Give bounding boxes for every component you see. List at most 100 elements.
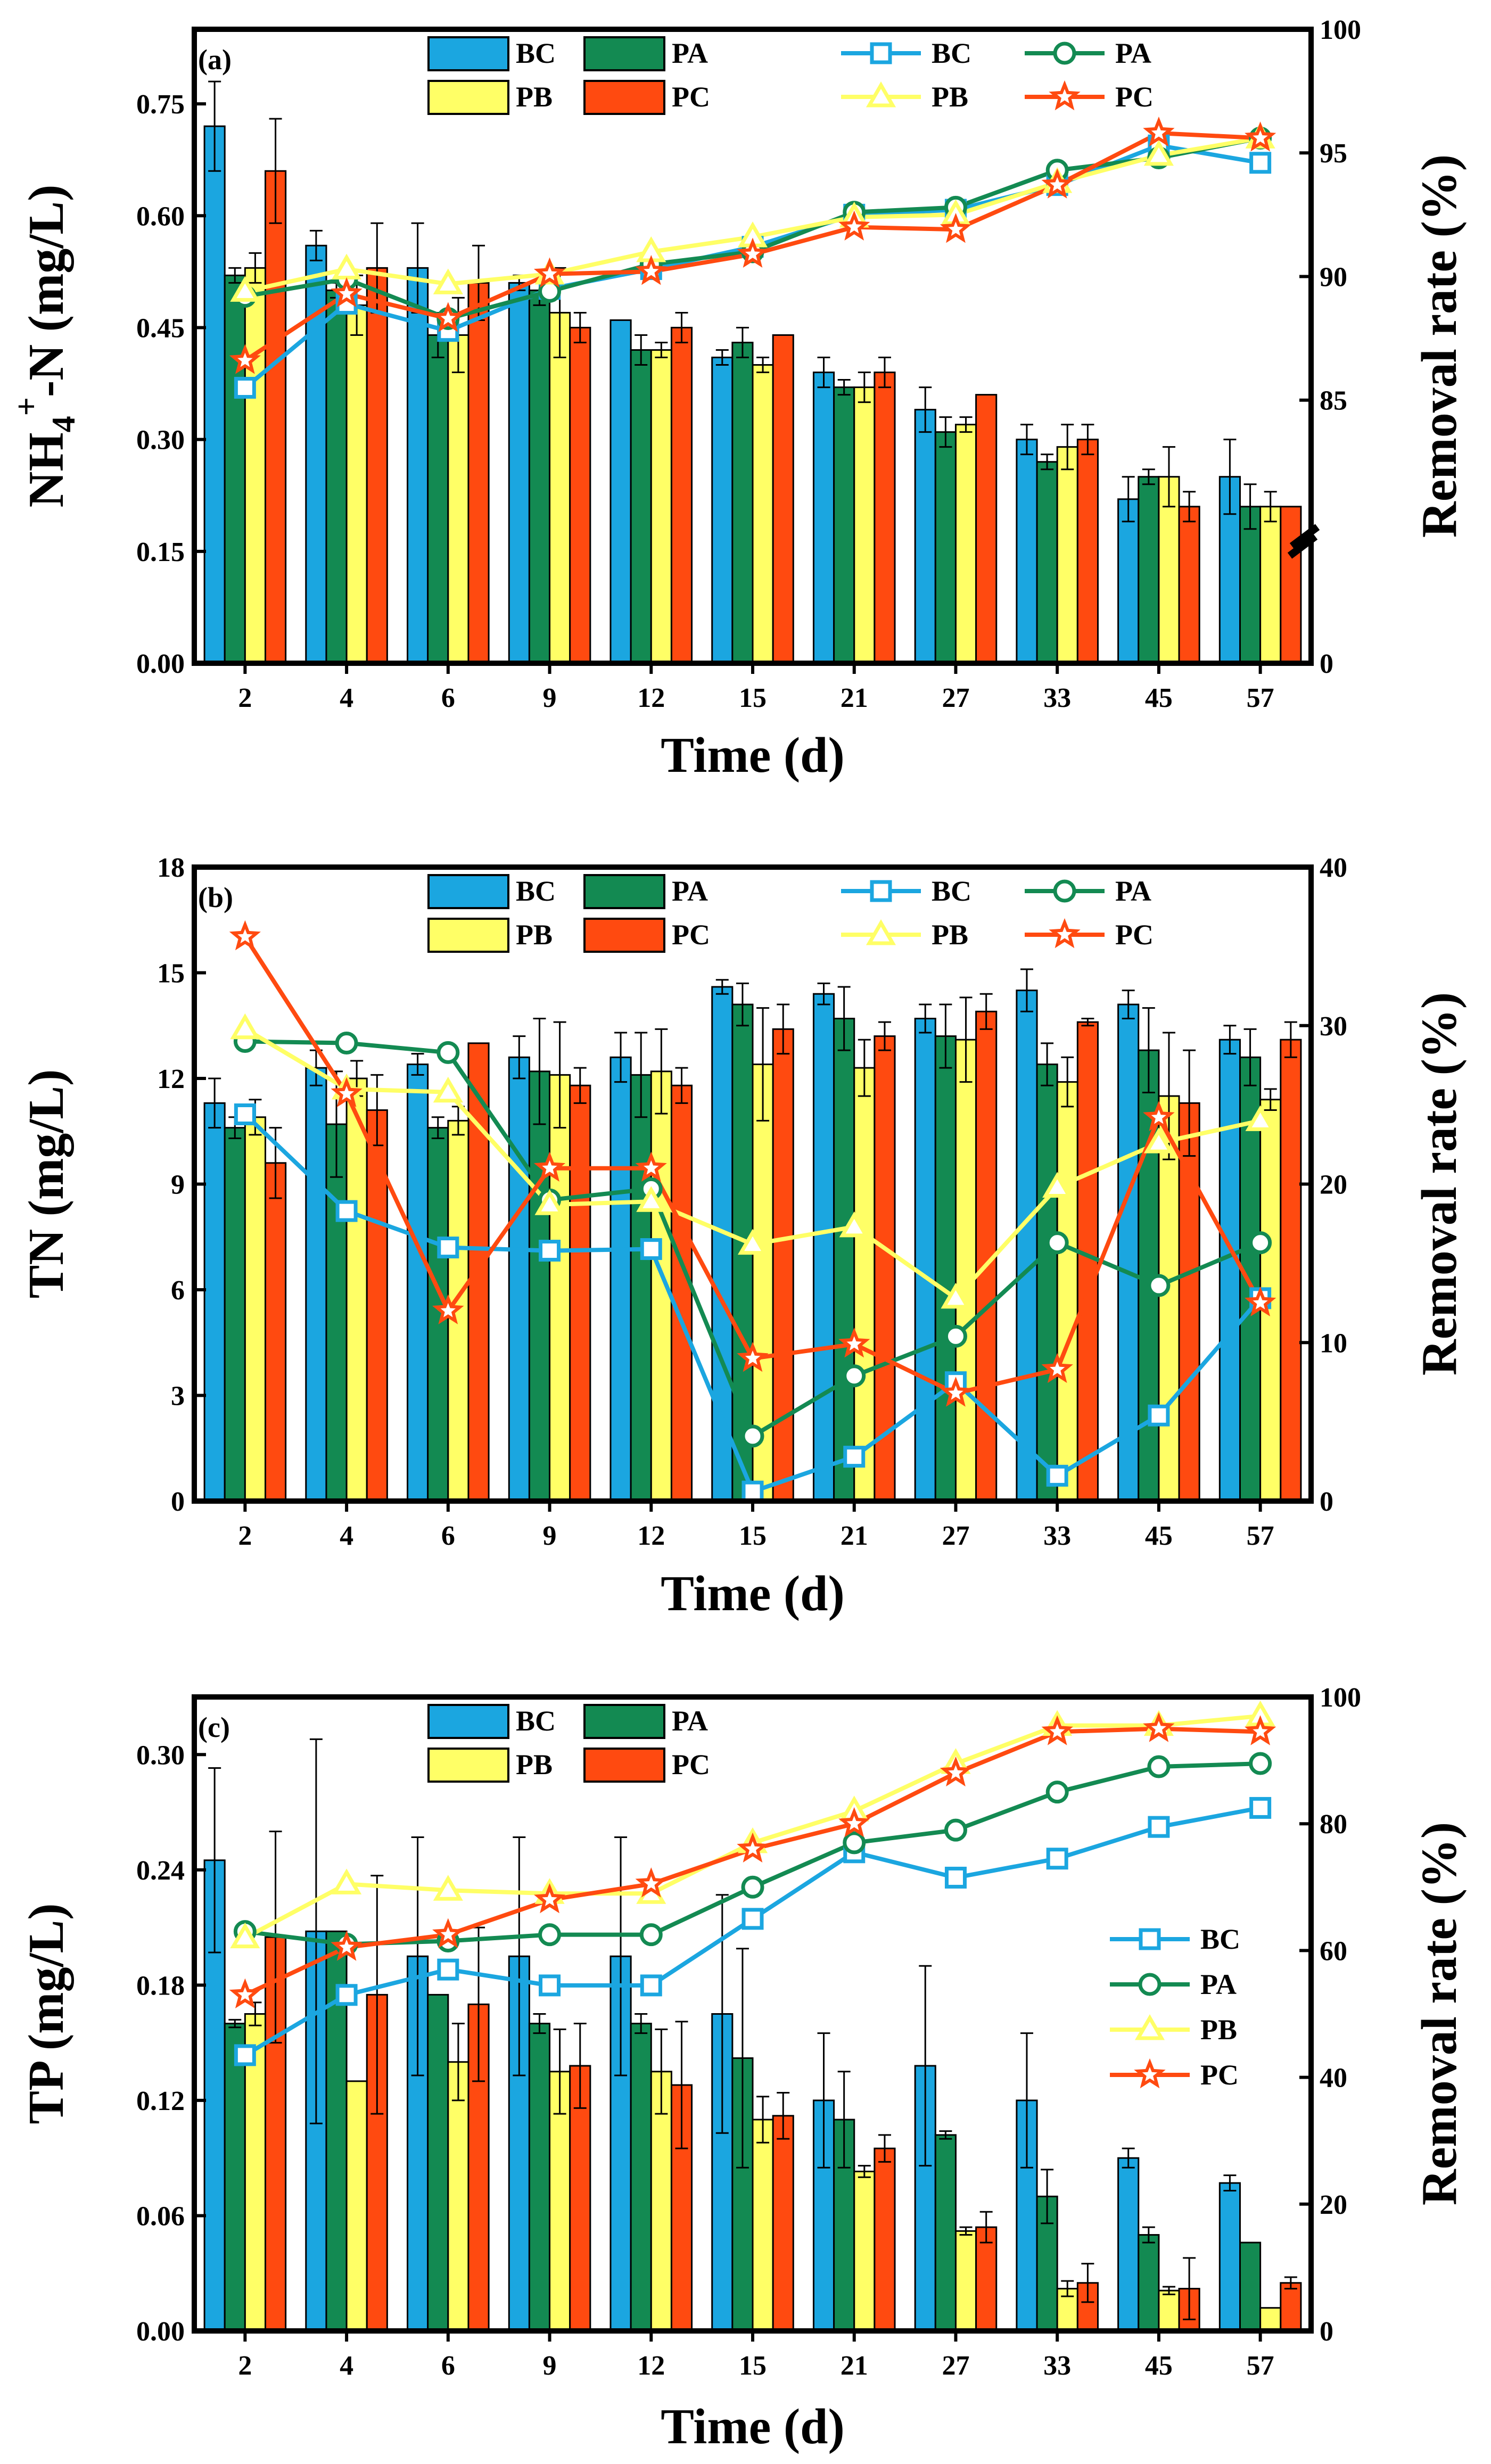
error-bar-PB-33 — [1061, 1056, 1074, 1108]
line-PC — [244, 1726, 1261, 1997]
marker-PC-9 — [533, 257, 566, 288]
x-tick-label: 6 — [441, 2351, 455, 2381]
x-tick-label: 27 — [942, 683, 969, 713]
x-tick-label: 2 — [238, 683, 252, 713]
error-bar-BC-21 — [817, 2032, 830, 2169]
bar-PB-21 — [853, 1067, 876, 1502]
x-tick-label: 21 — [841, 1521, 868, 1551]
marker-PB-27 — [941, 1282, 971, 1309]
bar-PB-12 — [650, 2071, 672, 2332]
marker-PC-12 — [635, 1151, 667, 1182]
bar-PB-9 — [549, 1074, 571, 1502]
marker-BC-6 — [437, 1958, 459, 1981]
marker-BC-2 — [234, 377, 256, 399]
marker-PA-6 — [436, 1041, 460, 1064]
bar-PA-2 — [224, 1127, 246, 1502]
error-bar-PC-12 — [675, 2021, 688, 2149]
error-bar-PB-21 — [858, 372, 871, 403]
marker-BC-21 — [843, 1446, 866, 1468]
bar-PC-21 — [874, 372, 896, 664]
x-tick-label: 12 — [637, 2351, 665, 2381]
error-bar-PA-9 — [533, 1018, 546, 1125]
x-tick-label: 57 — [1247, 2351, 1274, 2381]
bar-PA-2 — [224, 2023, 246, 2332]
legend-bar-label-PB: PB — [516, 1749, 553, 1781]
y-tick-label: 12 — [157, 1064, 185, 1094]
legend-line-label-PC: PC — [1200, 2059, 1239, 2091]
marker-BC-4 — [335, 1200, 358, 1222]
x-tick-label: 57 — [1247, 683, 1274, 713]
x-tick-label: 15 — [739, 2351, 767, 2381]
bar-BC-33 — [1016, 439, 1038, 664]
x-tick-label: 21 — [841, 683, 868, 713]
marker-PC-9 — [533, 1151, 566, 1182]
error-bar-BC-45 — [1122, 476, 1135, 523]
error-bar-PA-2 — [228, 267, 242, 284]
legend-bar-label-BC: BC — [516, 1705, 556, 1737]
error-bar-PC-27 — [979, 993, 993, 1030]
error-bar-PB-27 — [959, 416, 973, 433]
y2-tick-label: 60 — [1320, 1936, 1347, 1966]
error-bar-PA-45 — [1142, 2226, 1155, 2244]
panel-a-y2-ticks: 0 85 90 95 100 — [1287, 15, 1361, 679]
y-tick-label: 0.30 — [136, 1740, 185, 1770]
panel-c-error-bars — [208, 1738, 1297, 2320]
error-bar-PA-27 — [939, 2130, 952, 2140]
error-bar-PB-33 — [1061, 2280, 1074, 2297]
y-tick-label: 0.75 — [136, 89, 185, 120]
error-bar-BC-12 — [614, 1032, 628, 1083]
error-bar-BC-4 — [309, 1738, 323, 2124]
error-bar-BC-45 — [1122, 990, 1135, 1020]
marker-PA-45 — [1147, 1274, 1171, 1297]
bar-PA-21 — [833, 1018, 855, 1502]
error-bar-PA-57 — [1243, 1028, 1257, 1086]
panel-b-markers — [229, 920, 1276, 1503]
legend-line-label-PC: PC — [1115, 81, 1154, 113]
legend-bar-swatch-PB — [427, 80, 509, 115]
marker-PB-45 — [1143, 139, 1174, 166]
marker-PC-33 — [1041, 168, 1073, 199]
legend-bar-label-PA: PA — [672, 875, 708, 907]
legend-bar-swatch-PA — [583, 1704, 665, 1739]
marker-BC-9 — [539, 1240, 561, 1262]
bar-PB-33 — [1056, 446, 1078, 664]
error-bar-BC-6 — [411, 1053, 424, 1076]
bar-PB-12 — [650, 349, 672, 664]
panel-a-legend: BC PA PB PC BC PA PB PC — [427, 36, 1154, 115]
error-bar-PB-45 — [1162, 446, 1175, 508]
bar-PA-9 — [528, 1070, 551, 1502]
x-tick-label: 9 — [543, 2351, 557, 2381]
error-bar-PA-12 — [635, 2013, 648, 2034]
bar-PC-27 — [975, 2226, 998, 2332]
error-bar-PA-33 — [1041, 454, 1054, 471]
bar-PA-45 — [1138, 2234, 1160, 2332]
error-bar-BC-2 — [208, 1767, 221, 1954]
marker-PC-21 — [838, 1328, 870, 1358]
bar-PA-6 — [427, 1993, 449, 2332]
bar-PC-15 — [772, 334, 794, 664]
marker-PB-6 — [433, 268, 463, 294]
error-bar-BC-27 — [919, 1965, 932, 2167]
error-bar-PB-21 — [858, 2165, 871, 2178]
error-bar-BC-15 — [715, 979, 729, 995]
error-bar-PA-33 — [1041, 1042, 1054, 1086]
bar-PC-6 — [467, 1042, 490, 1502]
panel-b-x-ticks: 2 4 6 9 12 15 21 27 33 45 57 — [238, 1501, 1274, 1551]
bar-PA-21 — [833, 386, 855, 664]
bar-BC-57 — [1218, 2182, 1241, 2332]
marker-PA-15 — [741, 1875, 764, 1899]
error-bar-PA-12 — [635, 334, 648, 366]
panel-a-y-ticks: 0.00 0.15 0.30 0.45 0.60 0.75 — [136, 89, 206, 679]
legend-marker-PB — [866, 81, 896, 108]
marker-PB-33 — [1042, 1172, 1073, 1198]
bar-PB-6 — [447, 334, 469, 664]
error-bar-BC-33 — [1020, 968, 1033, 1012]
legend-bar-label-PC: PC — [672, 1749, 710, 1781]
error-bar-PC-21 — [878, 357, 891, 389]
marker-PC-27 — [940, 212, 972, 243]
error-bar-BC-12 — [614, 1836, 628, 2076]
error-bar-PA-57 — [1243, 483, 1257, 530]
error-bar-PA-33 — [1041, 2169, 1054, 2224]
marker-PC-4 — [331, 1077, 363, 1108]
error-bar-PB-15 — [756, 2096, 770, 2144]
